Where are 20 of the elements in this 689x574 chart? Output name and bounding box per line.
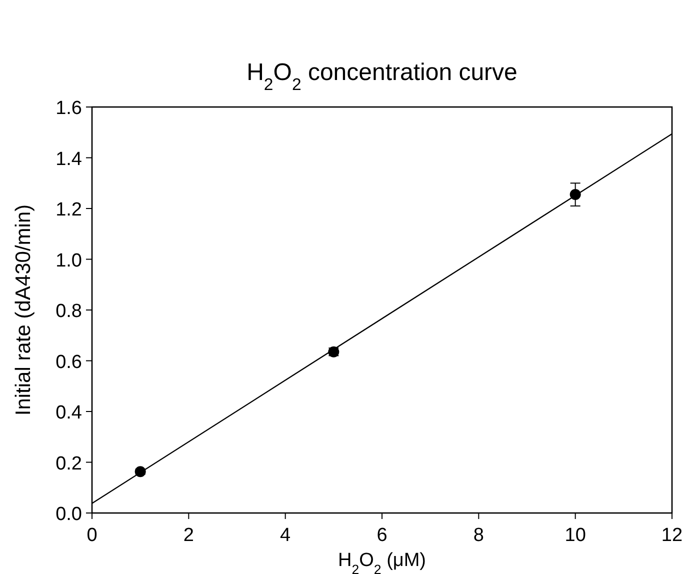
y-tick-label: 0.4 xyxy=(56,402,82,424)
y-axis-title: Initial rate (dA430/min) xyxy=(12,204,35,416)
point xyxy=(134,466,146,478)
x-tick-label: 12 xyxy=(661,525,683,546)
y-tick-label: 1.0 xyxy=(56,250,82,272)
y-tick-label: 0.8 xyxy=(56,301,82,322)
x-tick-label: 8 xyxy=(473,525,484,546)
y-tick-label: 0.2 xyxy=(56,453,82,474)
chart-title: H$_{2}$O$_{2}$ concentration curve xyxy=(246,59,518,94)
y-tick-label: 1.2 xyxy=(56,200,82,220)
y-tick-label: 1.4 xyxy=(56,148,82,170)
x-axis-title: H$_{2}$O$_{2}$ (μM) xyxy=(338,550,426,574)
y-tick-label: 0.0 xyxy=(56,504,82,525)
x-tick-label: 10 xyxy=(564,525,586,546)
x-tick-label: 0 xyxy=(86,525,98,546)
y-tick-label: 1.6 xyxy=(56,98,82,119)
x-tick-label: 2 xyxy=(183,525,194,546)
y-tick-label: 0.6 xyxy=(56,352,82,373)
x-tick-label: 6 xyxy=(376,525,388,546)
x-tick-label: 4 xyxy=(280,525,292,546)
